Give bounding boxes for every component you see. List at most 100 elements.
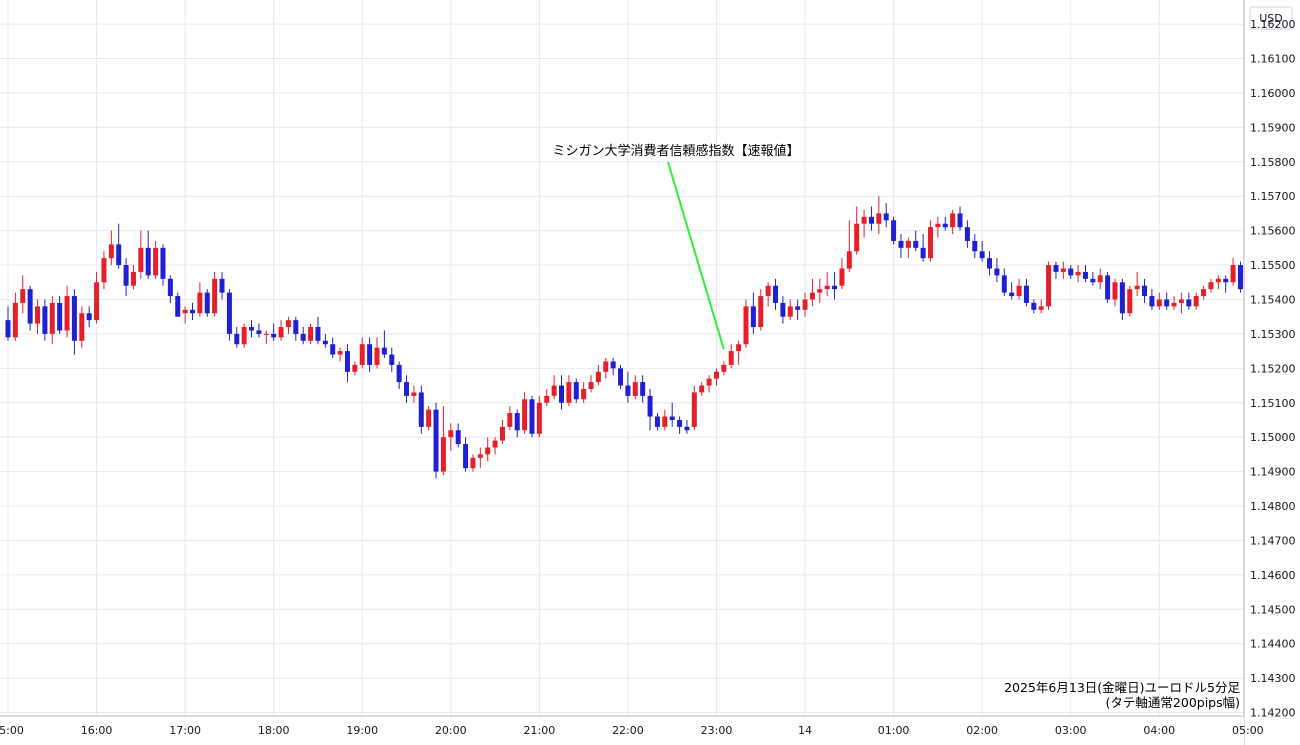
candle xyxy=(138,230,144,279)
candle-body xyxy=(559,385,564,403)
candle xyxy=(499,419,505,445)
candle-body xyxy=(573,382,579,400)
candle-body xyxy=(315,327,321,341)
candle xyxy=(477,447,483,469)
candle xyxy=(987,251,993,276)
candle xyxy=(167,275,173,303)
candle xyxy=(773,278,779,310)
candle xyxy=(795,299,801,321)
currency-label-box[interactable] xyxy=(1249,6,1293,30)
candle-body xyxy=(300,333,306,341)
y-tick-label: 1.16000 xyxy=(1250,87,1296,100)
candle-body xyxy=(12,302,18,338)
candle xyxy=(1230,258,1236,286)
candle-body xyxy=(1230,265,1236,283)
candle-body xyxy=(153,247,159,276)
candle xyxy=(817,278,823,303)
candle-body xyxy=(79,313,85,341)
candle xyxy=(802,292,808,317)
candle-body xyxy=(1112,282,1118,300)
candle xyxy=(212,271,218,317)
candle-body xyxy=(256,330,262,334)
candle xyxy=(595,364,601,386)
candle-body xyxy=(108,244,114,259)
candle-body xyxy=(1038,306,1044,310)
candle xyxy=(1031,299,1037,314)
candle xyxy=(691,385,697,431)
y-tick-label: 1.15400 xyxy=(1250,293,1296,306)
candle-body xyxy=(271,333,277,338)
candle xyxy=(374,337,380,369)
candle xyxy=(418,385,424,434)
candle xyxy=(285,316,291,334)
candle xyxy=(485,437,491,462)
candle-body xyxy=(116,244,122,266)
candle xyxy=(153,240,159,279)
candle xyxy=(1193,292,1199,310)
candle xyxy=(699,382,705,396)
candle-body xyxy=(662,416,668,427)
candle xyxy=(1178,292,1184,314)
candle xyxy=(979,240,985,262)
candle xyxy=(581,382,587,403)
annotation-pointer-line xyxy=(667,161,725,350)
candle-body xyxy=(1223,278,1229,283)
candle-body xyxy=(1237,265,1243,290)
candle-body xyxy=(935,223,941,228)
candle-body xyxy=(485,447,491,455)
candle-body xyxy=(27,289,33,324)
candle xyxy=(1164,292,1170,310)
candle xyxy=(470,454,476,472)
candle xyxy=(573,378,579,403)
candle xyxy=(1134,271,1140,297)
candle xyxy=(632,375,638,400)
candle xyxy=(1149,289,1155,310)
candle-body xyxy=(514,413,520,431)
candle xyxy=(942,216,948,231)
candle-body xyxy=(492,440,498,448)
candle-body xyxy=(470,457,476,469)
candle xyxy=(12,292,18,341)
candle-body xyxy=(669,416,675,420)
candle xyxy=(293,316,299,341)
candle-body xyxy=(285,320,291,328)
candle-body xyxy=(861,216,867,224)
candle xyxy=(1001,268,1007,297)
candle-body xyxy=(1215,278,1221,283)
candle-body xyxy=(263,333,269,335)
candle xyxy=(883,203,889,228)
candle xyxy=(145,230,151,279)
candle xyxy=(396,361,402,389)
candle xyxy=(1156,292,1162,310)
candle xyxy=(1237,261,1243,293)
candle xyxy=(389,347,395,372)
candle-body xyxy=(905,240,911,248)
candle-body xyxy=(344,351,350,372)
candle-body xyxy=(49,302,55,334)
candle xyxy=(891,216,897,245)
candle xyxy=(271,323,277,341)
candle xyxy=(846,220,852,272)
y-tick-label: 1.15500 xyxy=(1250,259,1296,272)
candle xyxy=(263,330,269,345)
candle xyxy=(743,299,749,348)
candle-body xyxy=(942,223,948,228)
candle-body xyxy=(293,320,299,334)
x-tick-label: 23:00 xyxy=(701,724,733,737)
candle-body xyxy=(1178,299,1184,303)
candle-body xyxy=(1105,275,1111,300)
candle-body xyxy=(765,285,771,297)
candle-body xyxy=(640,382,646,396)
y-tick-label: 1.14800 xyxy=(1250,500,1296,513)
candle-body xyxy=(411,392,417,396)
candle-body xyxy=(677,419,683,427)
candle xyxy=(49,296,55,345)
candle-body xyxy=(477,454,483,458)
candle-body xyxy=(455,430,461,445)
candle xyxy=(618,364,624,389)
candle-body xyxy=(20,289,26,303)
candle xyxy=(721,361,727,376)
candle xyxy=(492,437,498,455)
candle xyxy=(780,296,786,324)
candle-body xyxy=(964,227,970,241)
